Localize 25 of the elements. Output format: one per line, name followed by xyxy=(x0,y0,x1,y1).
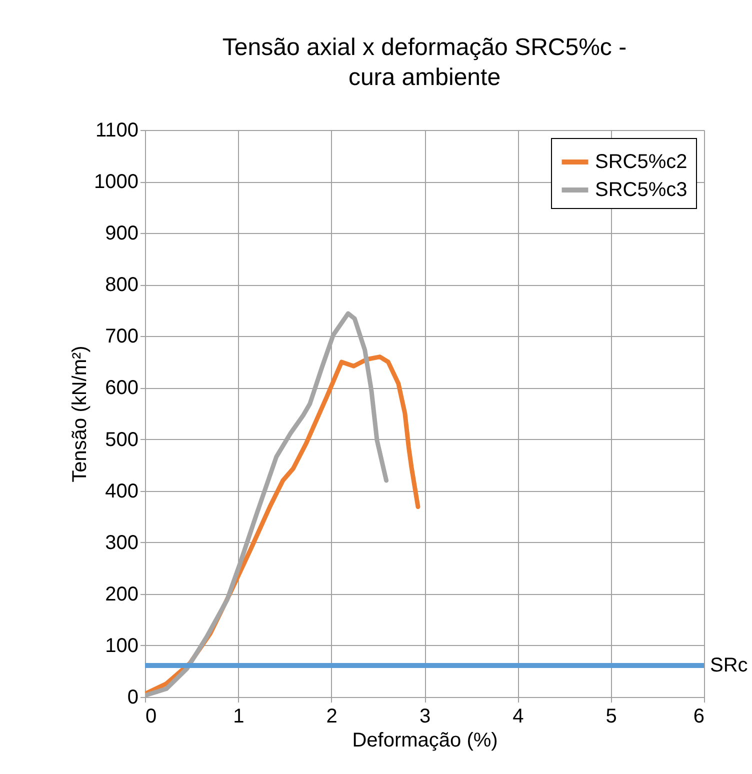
y-axis-title: Tensão (kN/m²) xyxy=(69,346,92,482)
x-tick-label: 5 xyxy=(606,706,617,728)
chart-title: Tensão axial x deformação SRC5%c - cura ambiente xyxy=(222,34,627,91)
x-tick-label: 2 xyxy=(326,706,338,728)
y-tick-label: 1100 xyxy=(95,120,138,142)
ref-line-label: SRc xyxy=(710,654,748,677)
y-tick-label: 400 xyxy=(105,480,138,502)
x-tick-label: 3 xyxy=(419,706,431,728)
x-tick-label: 4 xyxy=(512,706,524,728)
y-tick-label: 0 xyxy=(127,686,138,708)
y-tick-label: 600 xyxy=(105,377,138,400)
legend-label: SRC5%c2 xyxy=(595,151,688,173)
legend-label: SRC5%c3 xyxy=(595,179,688,201)
y-tick-label: 700 xyxy=(105,326,138,348)
y-tick-label: 200 xyxy=(105,583,138,606)
y-tick-label: 1000 xyxy=(94,171,138,194)
y-tick-label: 100 xyxy=(105,634,138,657)
y-tick-label: 900 xyxy=(105,222,138,245)
x-axis-title: Deformação (%) xyxy=(352,730,498,752)
y-tick-label: 300 xyxy=(105,532,138,554)
x-tick-label: 1 xyxy=(233,706,244,728)
y-tick-label: 800 xyxy=(105,274,138,296)
x-tick-label: 0 xyxy=(146,706,157,728)
y-tick-label: 500 xyxy=(105,428,138,451)
x-tick-label: 6 xyxy=(693,706,704,728)
